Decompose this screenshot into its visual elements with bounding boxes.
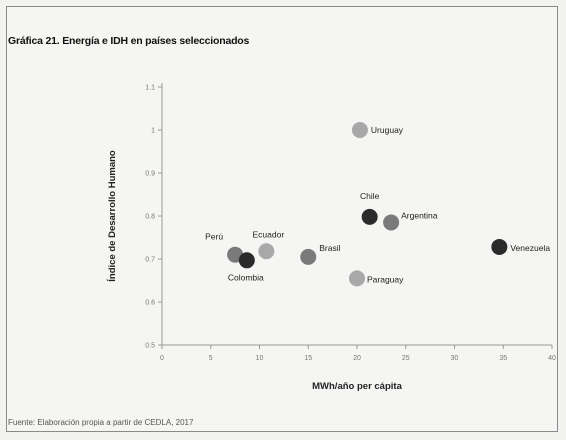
chart-title: Gráfica 21. Energía e IDH en países sele… [8, 35, 250, 47]
point-venezuela [491, 238, 508, 255]
x-tick-label: 20 [353, 355, 361, 362]
point-colombia [238, 252, 255, 269]
point-label-chile: Chile [360, 191, 380, 201]
x-tick-label: 40 [548, 355, 556, 362]
y-tick-label: 0.5 [145, 343, 155, 350]
point-label-venezuela: Venezuela [510, 243, 550, 253]
point-label-perú: Perú [205, 232, 223, 242]
x-tick-label: 15 [304, 355, 312, 362]
point-ecuador [258, 243, 275, 260]
x-tick-label: 5 [209, 355, 213, 362]
point-label-colombia: Colombia [228, 272, 264, 282]
axes: 0.5 0.6 0.7 0.8 0.9 1 1.1 0 5 10 15 20 25 30 35 40 [145, 83, 556, 362]
y-tick-label: 0.8 [145, 214, 155, 221]
point-label-uruguay: Uruguay [371, 125, 404, 135]
y-tick-label: 0.9 [145, 171, 155, 178]
point-uruguay [351, 122, 368, 138]
point-paraguay [349, 270, 365, 287]
scatter-points: Uruguay Chile Argentina Venezuela Ecuador Bra… [205, 122, 550, 287]
point-brasil [300, 248, 317, 265]
x-tick-label: 25 [402, 355, 410, 362]
x-tick-label: 30 [451, 355, 459, 362]
x-tick-label: 0 [160, 355, 164, 362]
x-axis-title: MWh/año per cápita [312, 381, 402, 392]
source-note: Fuente: Elaboración propia a partir de C… [8, 418, 194, 427]
chart-frame [6, 6, 558, 432]
y-tick-label: 0.7 [145, 257, 155, 264]
point-label-brasil: Brasil [319, 243, 340, 253]
point-chile [361, 208, 378, 225]
y-axis-title: Índice de Desarrollo Humano [107, 150, 118, 282]
y-tick-label: 1 [151, 128, 155, 135]
y-tick-label: 0.6 [145, 300, 155, 307]
point-label-paraguay: Paraguay [367, 274, 404, 284]
x-tick-label: 10 [256, 355, 264, 362]
point-argentina [383, 214, 400, 231]
x-tick-label: 35 [499, 355, 507, 362]
point-label-argentina: Argentina [401, 210, 438, 220]
y-tick-label: 1.1 [145, 85, 155, 92]
point-label-ecuador: Ecuador [252, 229, 284, 239]
